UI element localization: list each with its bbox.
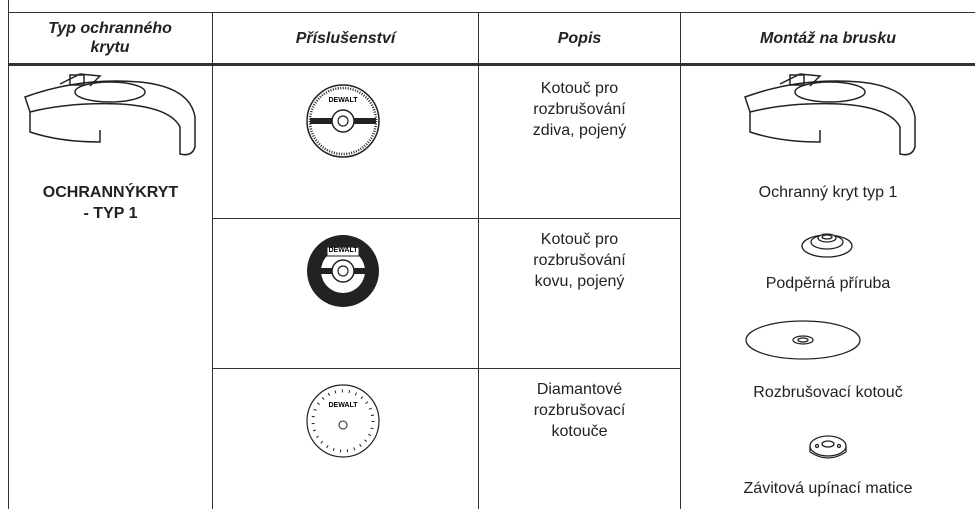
header: Montáž na brusku [759,29,896,47]
border [8,63,975,66]
border [8,0,9,509]
border [478,12,479,509]
guard-icon [24,73,196,156]
header: Příslušenství [295,29,396,47]
nut-icon [809,435,847,459]
mounting-label: Závitová upínací matice [743,480,913,497]
logo: DEWALT [328,97,358,104]
mounting-label: Rozbrušovací kotouč [753,384,903,401]
guard-icon [744,73,916,156]
header: Typ ochranného krytu [48,20,172,56]
description: Kotouč pro rozbrušování zdiva, pojený [532,80,627,139]
border [212,12,213,509]
border [680,12,681,509]
logo: DEWALT [328,247,358,254]
flange-icon [801,233,853,258]
mounting-label: Podpěrná příruba [765,275,891,292]
border [8,12,975,13]
description: Kotouč pro rozbrušování kovu, pojený [533,231,626,290]
disc-icon: DEWALT [306,384,380,458]
border [212,368,680,369]
logo: DEWALT [328,402,358,409]
guard-label: - TYP 1 [83,205,138,222]
disc-icon: DEWALT [306,84,380,158]
description: Diamantové rozbrušovací kotouče [533,381,626,440]
disc-side-icon [745,320,861,360]
header: Popis [557,29,602,47]
guard-label: OCHRANNÝKRYT [42,184,179,201]
border [212,218,680,219]
mounting-label: Ochranný kryt typ 1 [758,184,898,201]
disc-icon: DEWALT [307,235,379,307]
